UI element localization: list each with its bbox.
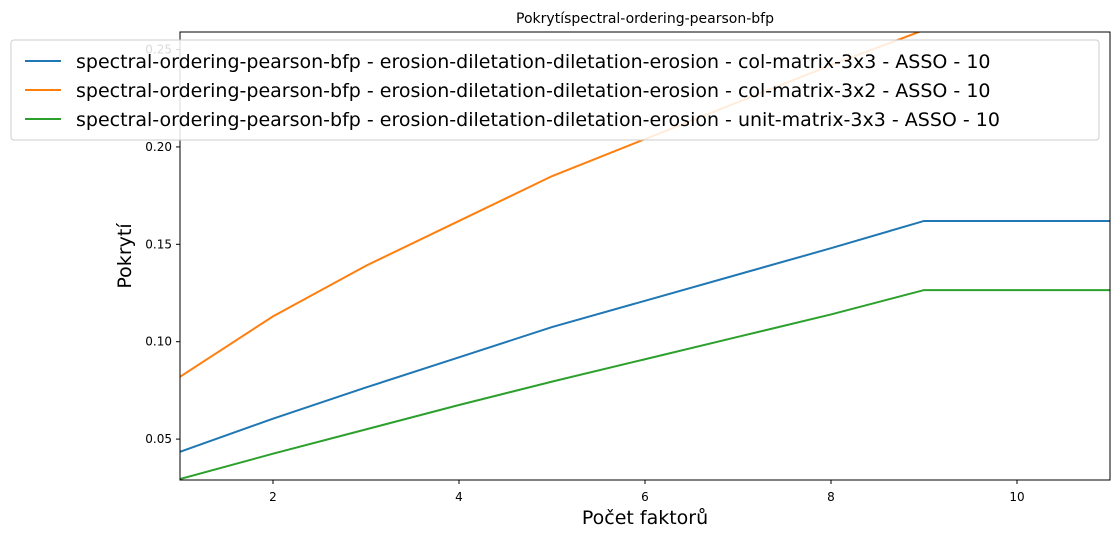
legend: spectral-ordering-pearson-bfp - erosion-… (10, 39, 1100, 141)
legend-label-2: spectral-ordering-pearson-bfp - erosion-… (76, 80, 991, 102)
x-axis-label: Počet faktorů (582, 507, 708, 529)
x-tick-label: 6 (641, 490, 649, 504)
chart-title: Pokrytíspectral-ordering-pearson-bfp (516, 11, 774, 27)
x-tick-label: 10 (1009, 490, 1024, 504)
x-tick-label: 4 (455, 490, 463, 504)
y-tick-label: 0.20 (145, 140, 172, 154)
x-tick-label: 2 (269, 490, 277, 504)
y-tick-label: 0.05 (145, 432, 172, 446)
x-tick-label: 8 (827, 490, 835, 504)
series-line-3 (180, 289, 1110, 480)
series-line-1 (180, 219, 1110, 453)
legend-box (10, 39, 1100, 141)
legend-label-1: spectral-ordering-pearson-bfp - erosion-… (76, 51, 991, 73)
y-tick-label: 0.10 (145, 335, 172, 349)
legend-label-3: spectral-ordering-pearson-bfp - erosion-… (76, 109, 1000, 131)
y-tick-label: 0.15 (145, 237, 172, 251)
y-axis-label: Pokrytí (114, 223, 136, 289)
